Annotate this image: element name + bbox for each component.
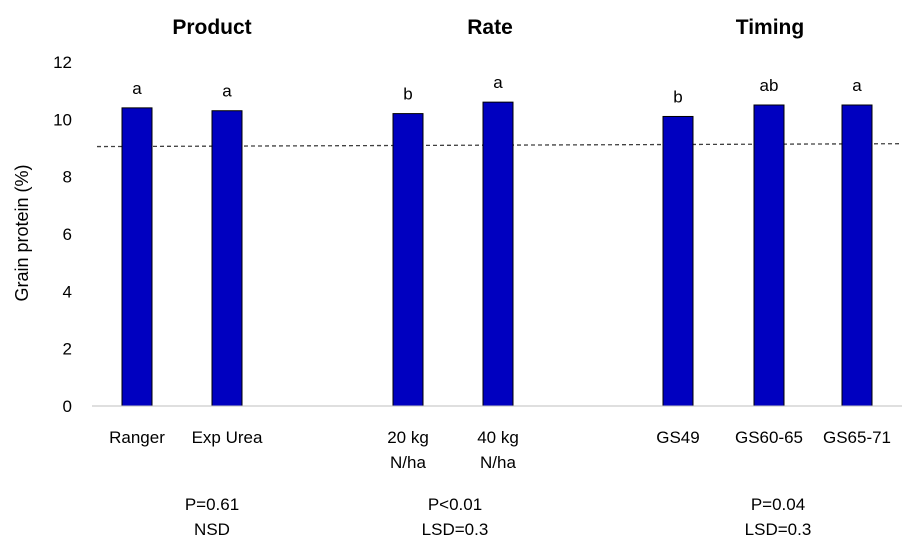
x-category-label: N/ha xyxy=(480,453,516,472)
bar xyxy=(392,113,424,407)
significance-letter: b xyxy=(403,85,412,104)
bars-layer xyxy=(121,101,873,407)
bar xyxy=(482,101,514,407)
bar xyxy=(753,104,785,407)
y-tick-label: 6 xyxy=(63,225,72,244)
bar xyxy=(211,110,243,407)
group-statistic: P=0.04 xyxy=(751,495,805,514)
significance-letter: a xyxy=(222,82,232,101)
group-title: Timing xyxy=(736,16,804,39)
group-statistic: LSD=0.3 xyxy=(745,520,812,539)
y-tick-label: 2 xyxy=(63,340,72,359)
significance-letter: a xyxy=(852,76,862,95)
bar xyxy=(841,104,873,407)
x-category-label: Ranger xyxy=(109,428,165,447)
group-title: Product xyxy=(172,16,251,39)
labels-layer: 0 2 4 6 8 10 12 Product a Ranger a Exp Urea P=0.61 NS… xyxy=(53,16,891,539)
x-category-label: N/ha xyxy=(390,453,426,472)
x-category-label: GS60-65 xyxy=(735,428,803,447)
y-tick-label: 10 xyxy=(53,110,72,129)
significance-letter: a xyxy=(493,73,503,92)
x-category-label: Exp Urea xyxy=(192,428,263,447)
group-title: Rate xyxy=(467,16,513,39)
group-statistic: P=0.61 xyxy=(185,495,239,514)
y-axis-title: Grain protein (%) xyxy=(12,164,32,301)
group-statistic: NSD xyxy=(194,520,230,539)
significance-letter: a xyxy=(132,79,142,98)
bar xyxy=(662,115,694,407)
x-category-label: GS65-71 xyxy=(823,428,891,447)
x-category-label: 40 kg xyxy=(477,428,519,447)
significance-letter: ab xyxy=(760,76,779,95)
y-tick-label: 4 xyxy=(63,282,72,301)
group-statistic: P<0.01 xyxy=(428,495,482,514)
x-category-label: GS49 xyxy=(656,428,699,447)
group-statistic: LSD=0.3 xyxy=(422,520,489,539)
x-category-label: 20 kg xyxy=(387,428,429,447)
y-tick-label: 8 xyxy=(63,168,72,187)
bar xyxy=(121,107,153,407)
y-tick-label: 12 xyxy=(53,53,72,72)
y-tick-label: 0 xyxy=(63,397,72,416)
significance-letter: b xyxy=(673,87,682,106)
